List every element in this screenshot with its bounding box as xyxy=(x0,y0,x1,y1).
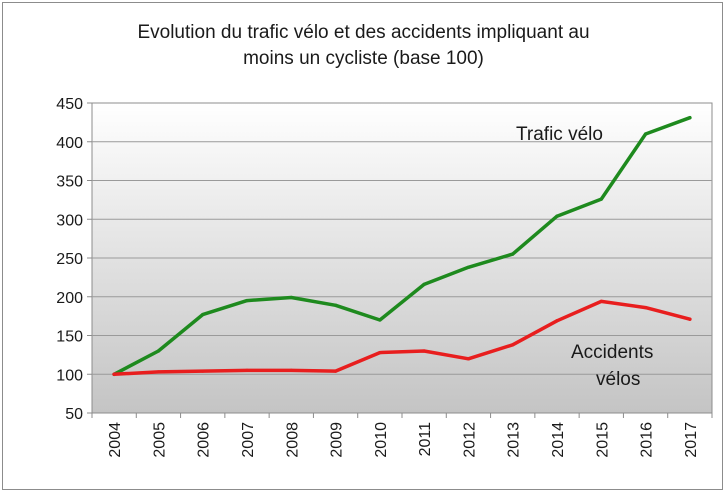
chart-title-line-1: Evolution du trafic vélo et des accident… xyxy=(137,22,590,43)
y-tick-label-300: 300 xyxy=(56,212,83,229)
gridlines xyxy=(92,141,712,375)
x-axis-ticks: 2004 2005 2006 2007 2008 2009 2010 2011 2012 2013… xyxy=(91,413,713,458)
data-point-1-2004 xyxy=(112,372,116,376)
x-tick-label-2015: 2015 xyxy=(594,422,611,458)
x-tick-label-2017: 2017 xyxy=(683,422,700,458)
chart-title: Evolution du trafic vélo et des accident… xyxy=(0,20,727,72)
data-point-1-2008 xyxy=(289,368,293,372)
data-point-1-2007 xyxy=(245,368,249,372)
series-line-0 xyxy=(112,115,692,377)
data-point-1-2005 xyxy=(156,370,161,374)
data-point-1-2012 xyxy=(466,357,471,361)
data-point-1-2006 xyxy=(201,369,205,373)
series-label-trafic-velo: Trafic vélo xyxy=(516,124,603,145)
data-point-0-2014 xyxy=(555,214,559,218)
y-tick-label-250: 250 xyxy=(56,251,83,268)
y-tick-label-100: 100 xyxy=(56,367,83,384)
x-tick-label-2013: 2013 xyxy=(506,422,523,458)
data-point-0-2008 xyxy=(289,295,293,300)
x-tick-label-2012: 2012 xyxy=(461,422,478,458)
series-label-accidents-line-1: Accidents xyxy=(571,342,653,363)
data-point-0-2006 xyxy=(201,312,205,317)
data-point-0-2007 xyxy=(245,299,249,303)
data-point-0-2013 xyxy=(511,252,515,256)
data-point-1-2011 xyxy=(422,349,426,353)
data-point-0-2017 xyxy=(688,116,692,120)
x-tick-label-2007: 2007 xyxy=(240,422,257,458)
data-point-1-2015 xyxy=(599,299,603,303)
y-tick-label-200: 200 xyxy=(56,290,83,307)
data-point-0-2015 xyxy=(599,197,603,201)
data-point-0-2005 xyxy=(156,349,161,353)
x-tick-label-2006: 2006 xyxy=(196,422,213,458)
data-point-0-2011 xyxy=(422,282,426,286)
y-axis-ticks: 50 100 150 200 250 300 350 400 450 xyxy=(56,96,92,423)
y-tick-label-150: 150 xyxy=(56,329,83,346)
data-point-1-2010 xyxy=(378,350,382,355)
x-tick-label-2005: 2005 xyxy=(151,422,168,458)
data-point-0-2010 xyxy=(378,318,382,322)
data-point-1-2017 xyxy=(688,317,692,321)
y-tick-label-50: 50 xyxy=(65,406,83,423)
series-line-1 xyxy=(112,299,692,377)
x-tick-label-2014: 2014 xyxy=(550,422,567,458)
x-tick-label-2008: 2008 xyxy=(284,422,301,458)
y-tick-label-450: 450 xyxy=(56,96,83,113)
data-point-1-2009 xyxy=(333,369,338,373)
series-lines xyxy=(112,115,692,377)
data-point-1-2014 xyxy=(555,319,559,323)
chart-title-line-2: moins un cycliste (base 100) xyxy=(243,48,484,69)
x-tick-label-2016: 2016 xyxy=(639,422,656,458)
data-point-0-2009 xyxy=(333,303,338,307)
series-label-accidents-line-2: vélos xyxy=(596,369,640,390)
x-tick-label-2010: 2010 xyxy=(373,422,390,458)
data-point-1-2013 xyxy=(511,343,515,347)
x-tick-label-2011: 2011 xyxy=(417,422,434,457)
x-tick-label-2004: 2004 xyxy=(107,422,124,458)
data-point-0-2012 xyxy=(466,265,471,269)
y-tick-label-400: 400 xyxy=(56,135,83,152)
y-tick-label-350: 350 xyxy=(56,174,83,191)
data-point-0-2016 xyxy=(643,132,648,136)
data-point-1-2016 xyxy=(643,306,648,310)
x-tick-label-2009: 2009 xyxy=(329,422,346,458)
